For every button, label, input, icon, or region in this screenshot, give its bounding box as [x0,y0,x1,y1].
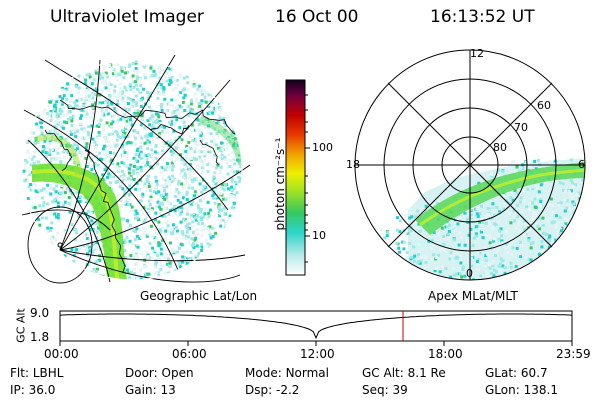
status-glon: GLon: 138.1 [485,383,558,397]
status-seq: Seq: 39 [362,383,408,397]
timeline-x-tick-0000: 00:00 [44,347,79,361]
altitude-timeline [59,310,573,346]
mlt-label-6: 6 [578,158,585,171]
mlt-label-0: 0 [466,267,473,280]
lat-lon-grid [21,54,251,284]
color-scale-label: photon cm⁻²s⁻¹ [273,137,287,231]
timeline-axis-label: GC Alt [14,308,28,343]
altitude-curve [59,313,573,340]
status-ip: IP: 36.0 [10,383,56,397]
timeline-y-tick-9: 9.0 [30,306,50,320]
magnetic-map [354,49,586,281]
status-door: Door: Open [125,366,194,380]
date-label: 16 Oct 00 [275,7,359,27]
timeline-x-tick-1200: 12:00 [300,347,335,361]
polar-grid [354,49,586,281]
mlt-label-18: 18 [346,158,360,171]
status-glat: GLat: 60.7 [485,366,548,380]
geographic-map [21,54,251,284]
color-scale-bar [285,79,306,276]
status-gc-alt: GC Alt: 8.1 Re [362,366,446,380]
magnetic-map-label: Apex MLat/MLT [428,289,518,303]
time-label: 16:13:52 UT [430,7,535,27]
timeline-x-tick-0600: 06:00 [172,347,207,361]
color-scale [285,79,310,276]
status-dsp: Dsp: -2.2 [245,383,300,397]
timeline-ticks [59,341,573,346]
lat-label-70: 70 [514,121,528,134]
right-auroral-oval-band [415,162,585,235]
lat-label-60: 60 [537,99,551,112]
status-mode: Mode: Normal [245,366,329,380]
timeline-frame [59,310,573,342]
mlt-label-12: 12 [470,47,484,60]
color-scale-tick-10: 10 [312,229,326,242]
instrument-title: Ultraviolet Imager [50,7,204,27]
status-flt: Flt: LBHL [10,366,64,380]
geographic-map-label: Geographic Lat/Lon [140,289,258,303]
timeline-x-tick-1800: 18:00 [428,347,463,361]
color-scale-tick-100: 100 [312,141,333,154]
timeline-x-tick-2359: 23:59 [556,347,591,361]
status-gain: Gain: 13 [125,383,176,397]
timeline-y-tick-1: 1.8 [30,330,50,344]
lat-label-80: 80 [493,141,507,154]
